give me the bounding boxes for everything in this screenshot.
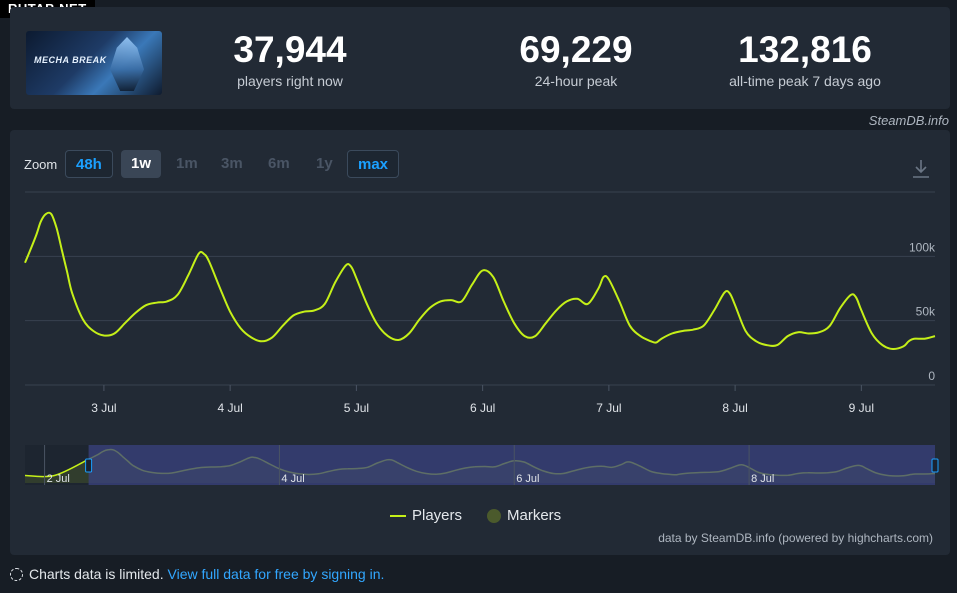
x-tick-label: 4 Jul [217, 401, 242, 415]
stat-label: players right now [237, 73, 343, 89]
stat-value: 69,229 [519, 29, 633, 70]
zoom-6m-button: 6m [268, 155, 290, 172]
x-tick-label: 5 Jul [344, 401, 369, 415]
navigator-handle-left[interactable] [85, 458, 93, 473]
zoom-3m-button: 3m [221, 155, 243, 172]
stat-label: 24-hour peak [534, 73, 618, 89]
x-tick-label: 6 Jul [470, 401, 495, 415]
zoom-48h-button[interactable]: 48h [65, 150, 113, 178]
zoom-1y-button: 1y [316, 155, 333, 172]
charts-limited-notice: Charts data is limited. View full data f… [10, 566, 384, 582]
download-icon[interactable] [910, 158, 932, 180]
stats-panel: MECHA BREAK 37,944 players right now 69,… [10, 7, 950, 109]
x-tick-label: 3 Jul [91, 401, 116, 415]
navigator[interactable]: 2 Jul 4 Jul 6 Jul 8 Jul [24, 445, 939, 485]
players-line-swatch [390, 514, 406, 517]
y-tick-label: 0 [928, 369, 935, 383]
x-tick-label: 9 Jul [849, 401, 874, 415]
zoom-1m-button: 1m [176, 155, 198, 172]
navigator-handle-right[interactable] [931, 458, 939, 473]
markers-dot-swatch [487, 508, 501, 523]
mech-artwork [110, 37, 144, 91]
navigator-label: 8 Jul [751, 473, 774, 485]
chart-legend: Players Markers [10, 505, 950, 525]
stat-all-time-peak: 132,816 all-time peak 7 days ago [705, 29, 905, 89]
navigator-label: 4 Jul [281, 473, 304, 485]
zoom-max-button[interactable]: max [347, 150, 400, 178]
legend-item-players[interactable]: Players [390, 507, 462, 524]
navigator-selection-mask[interactable] [88, 445, 935, 485]
legend-markers-label: Markers [507, 507, 562, 524]
highcharts-credit[interactable]: data by SteamDB.info (powered by highcha… [658, 531, 933, 545]
y-tick-label: 100k [909, 240, 936, 254]
zoom-label: Zoom [24, 157, 58, 172]
stat-current-players: 37,944 players right now [190, 29, 390, 89]
stat-24h-peak: 69,229 24-hour peak [476, 29, 676, 89]
notice-text: Charts data is limited. [29, 566, 164, 582]
x-tick-label: 7 Jul [596, 401, 621, 415]
navigator-label: 2 Jul [47, 473, 70, 485]
legend-players-label: Players [412, 507, 463, 524]
chart-panel: Zoom 48h 1w 1m 3m 6m 1y max 0 50k 100k 3 J… [10, 130, 950, 555]
players-chart[interactable]: 0 50k 100k 3 Jul 4 Jul 5 Jul 6 Jul 7 Jul 8 Jul 9… [10, 130, 950, 555]
legend-item-markers[interactable]: Markers [487, 507, 561, 524]
steamdb-credit[interactable]: SteamDB.info [868, 113, 949, 128]
stat-value: 37,944 [233, 29, 347, 70]
sign-in-link[interactable]: View full data for free by signing in. [167, 566, 385, 582]
navigator-label: 6 Jul [516, 473, 539, 485]
y-tick-label: 50k [916, 305, 936, 319]
game-cover-image[interactable]: MECHA BREAK [26, 31, 162, 95]
x-tick-label: 8 Jul [722, 401, 747, 415]
players-series-line [24, 211, 936, 351]
stat-label: all-time peak 7 days ago [729, 73, 881, 89]
game-logo: MECHA BREAK [34, 55, 107, 65]
zoom-1w-button[interactable]: 1w [121, 150, 162, 178]
dashed-circle-icon [10, 568, 23, 581]
stat-value: 132,816 [738, 29, 872, 70]
